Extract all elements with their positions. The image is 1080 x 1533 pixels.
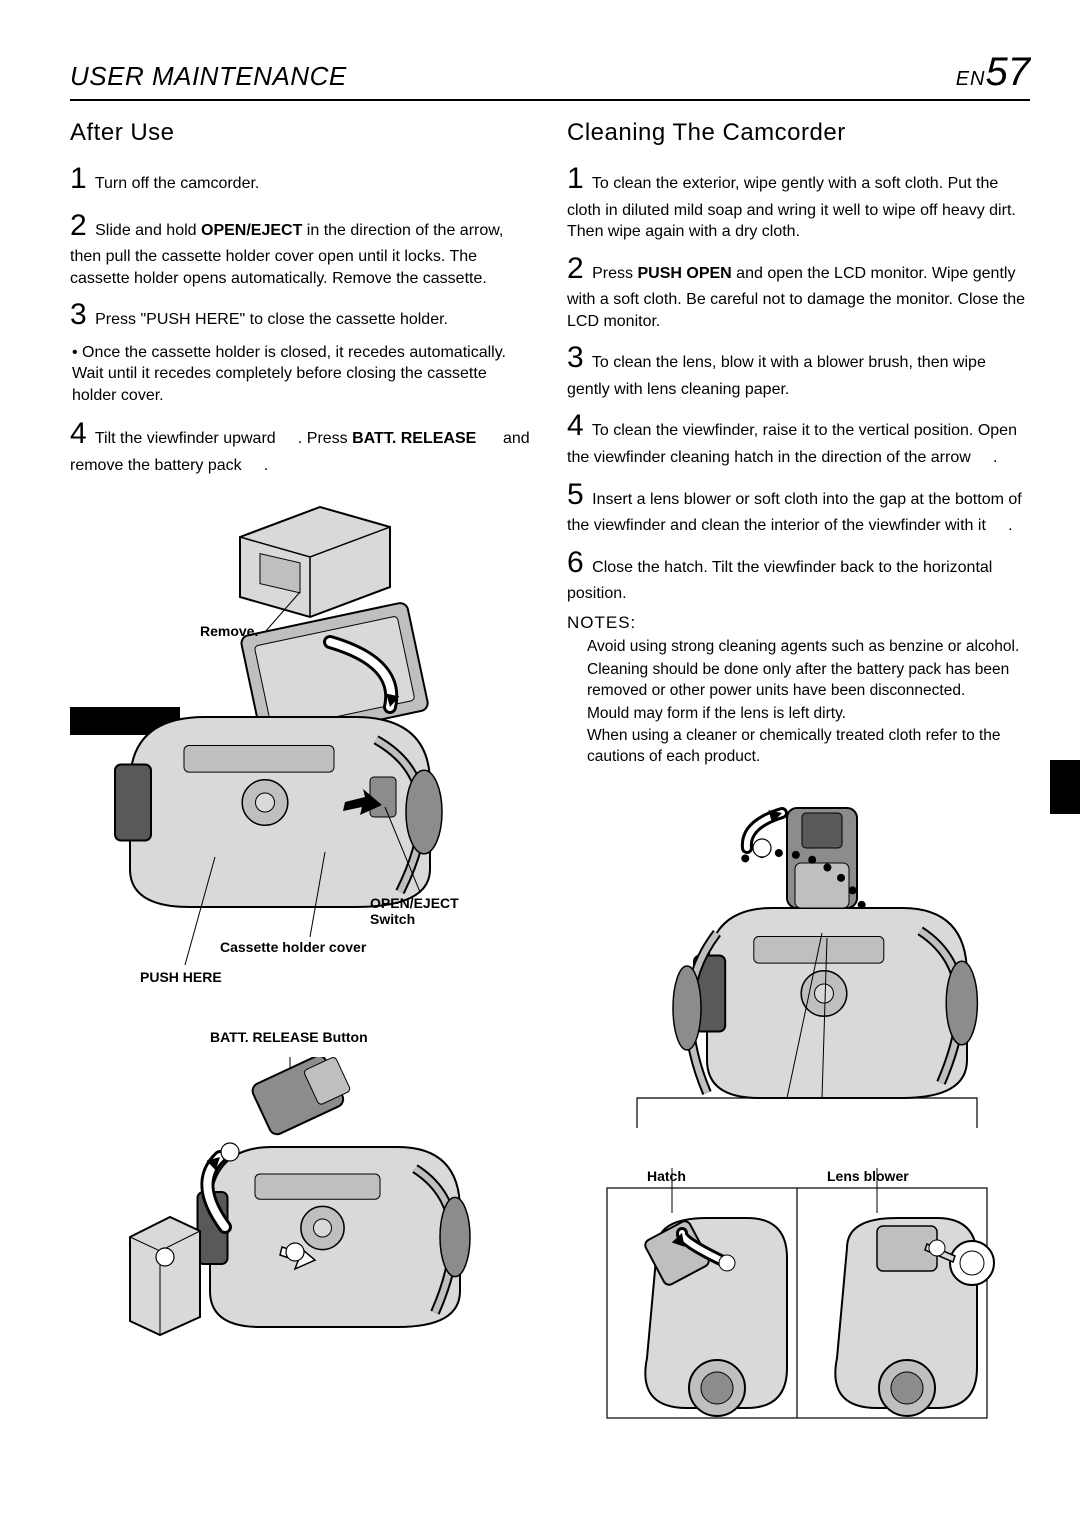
note-item: When using a cleaner or chemically treat…	[587, 726, 1030, 768]
diagram-cassette	[70, 497, 500, 1057]
step: 2 Press PUSH OPEN and open the LCD monit…	[567, 249, 1030, 333]
label-remove: Remove.	[200, 623, 258, 639]
diagram-viewfinder-up	[577, 798, 1007, 1138]
step: 6 Close the hatch. Tilt the viewfinder b…	[567, 543, 1030, 605]
label-open-eject: OPEN/EJECT Switch	[370, 895, 480, 927]
label-cassette-cover: Cassette holder cover	[220, 939, 366, 955]
edge-tab	[1050, 760, 1080, 814]
step: 4 To clean the viewfinder, raise it to t…	[567, 406, 1030, 468]
after-use-title: After Use	[70, 119, 533, 147]
step: 3 Press "PUSH HERE" to close the cassett…	[70, 295, 533, 336]
right-diagram-wrap: Hatch Lens blower	[567, 798, 1030, 1438]
note-item: Mould may form if the lens is left dirty…	[587, 704, 1030, 725]
page-lang: EN	[956, 68, 986, 90]
step: 1 Turn off the camcorder.	[70, 159, 533, 200]
header-title: USER MAINTENANCE	[70, 61, 347, 92]
notes-list: Avoid using strong cleaning agents such …	[567, 637, 1030, 769]
left-diagram-wrap: Remove. OPEN/EJECT Switch Cassette holde…	[70, 497, 533, 1417]
step: 3 To clean the lens, blow it with a blow…	[567, 338, 1030, 400]
step: 2 Slide and hold OPEN/EJECT in the direc…	[70, 206, 533, 290]
step: 5 Insert a lens blower or soft cloth int…	[567, 475, 1030, 537]
after-use-steps: 1 Turn off the camcorder. 2 Slide and hol…	[70, 159, 533, 477]
left-column: After Use 1 Turn off the camcorder. 2 Sli…	[70, 119, 533, 1438]
right-column: Cleaning The Camcorder 1 To clean the ex…	[567, 119, 1030, 1438]
note-item: Cleaning should be done only after the b…	[587, 660, 1030, 702]
note-item: Avoid using strong cleaning agents such …	[587, 637, 1030, 658]
notes-heading: NOTES:	[567, 613, 1030, 633]
step-bullet: • Once the cassette holder is closed, it…	[72, 342, 533, 407]
page-number: EN57	[956, 50, 1030, 95]
label-batt-release: BATT. RELEASE Button	[210, 1029, 368, 1045]
page-num-value: 57	[986, 50, 1031, 94]
step: 4 Tilt the viewfinder upward . Press BAT…	[70, 414, 533, 476]
diagram-hatch-blower	[577, 1158, 1007, 1428]
page-header: USER MAINTENANCE EN57	[70, 50, 1030, 101]
step: 1 To clean the exterior, wipe gently wit…	[567, 159, 1030, 243]
cleaning-steps: 1 To clean the exterior, wipe gently wit…	[567, 159, 1030, 605]
diagram-battery	[100, 1057, 480, 1387]
label-push-here: PUSH HERE	[140, 969, 222, 985]
cleaning-title: Cleaning The Camcorder	[567, 119, 1030, 147]
